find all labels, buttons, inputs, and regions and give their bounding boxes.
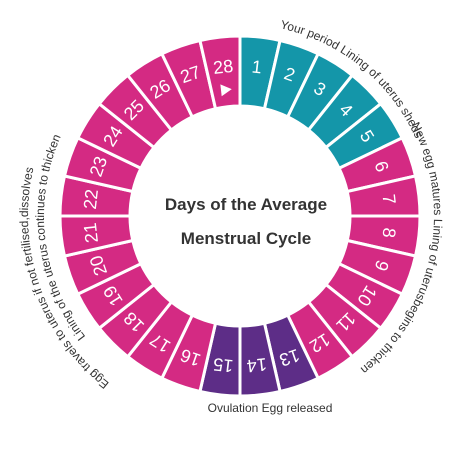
day-number: 28: [212, 56, 234, 78]
ring: 1 234567891011121314151617181920212223242…: [58, 34, 422, 398]
start-marker: [220, 84, 232, 97]
day-segment: [198, 34, 242, 111]
day-number: 14: [246, 354, 268, 376]
ovulation-label: Ovulation Egg released: [208, 401, 333, 415]
center-title-line2: Menstrual Cycle: [181, 229, 311, 248]
day-number: 22: [80, 188, 102, 210]
center-title-line1: Days of the Average: [165, 195, 327, 214]
day-number: 7: [379, 193, 400, 205]
day-number: 8: [379, 227, 400, 239]
day-number: 21: [80, 222, 102, 244]
day-number: 1: [251, 56, 263, 77]
day-number: 15: [212, 354, 234, 376]
